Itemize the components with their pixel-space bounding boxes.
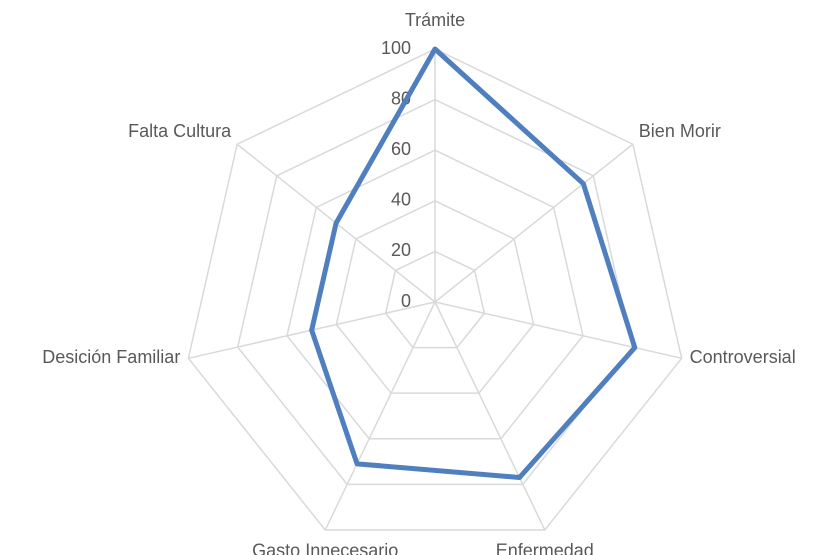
r-tick-label: 100 (381, 38, 411, 58)
series-line (309, 46, 638, 481)
category-label: Bien Morir (639, 121, 721, 141)
category-label: Controversial (690, 347, 796, 367)
r-tick-label: 0 (401, 291, 411, 311)
spoke (434, 143, 634, 303)
spoke (434, 301, 682, 360)
category-label: Gasto Innecesario (252, 541, 398, 555)
category-label: Enfermedad (496, 541, 594, 555)
category-label: Desición Familiar (42, 347, 180, 367)
grid-ring (236, 98, 634, 486)
spoke (324, 301, 436, 531)
grid-ring (286, 149, 584, 440)
r-tick-label: 20 (391, 240, 411, 260)
grid-ring (384, 250, 486, 349)
grid-ring (335, 199, 535, 394)
r-tick-label: 60 (391, 139, 411, 159)
category-label: Falta Cultura (128, 121, 232, 141)
category-label: Trámite (405, 10, 465, 30)
spoke (434, 301, 546, 531)
r-tick-label: 40 (391, 190, 411, 210)
grid-ring (187, 48, 683, 531)
